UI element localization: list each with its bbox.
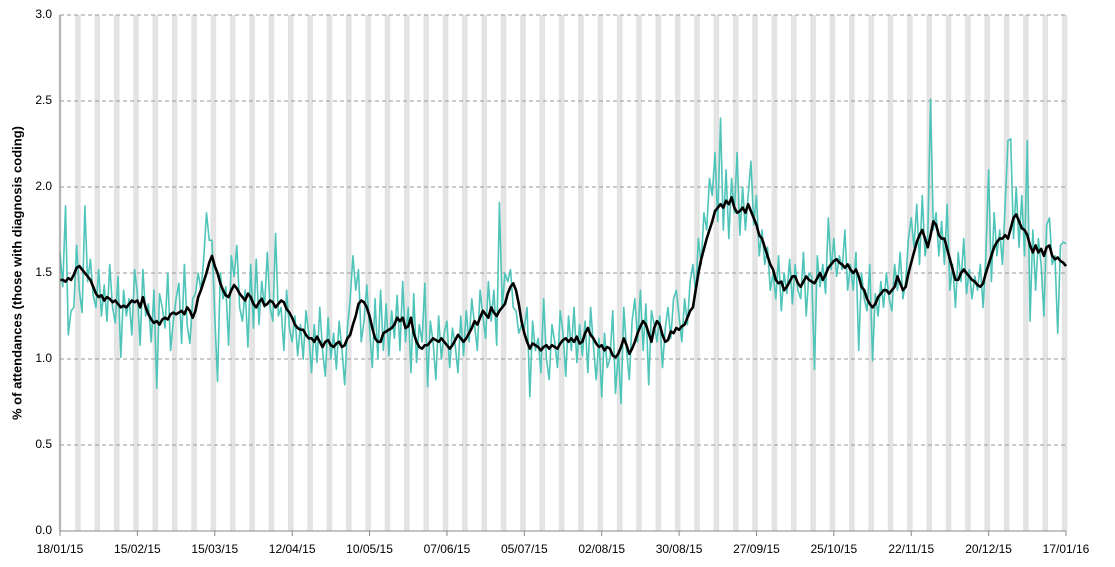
x-tick-label: 02/08/15 — [578, 542, 625, 556]
weekend-band — [252, 15, 255, 531]
weekend-band — [813, 15, 816, 531]
series-line — [60, 196, 1068, 359]
weekend-band — [890, 15, 894, 531]
weekend-band — [597, 15, 601, 531]
weekend-band — [387, 15, 391, 531]
y-tick-label: 0.5 — [35, 437, 52, 451]
plot-lines — [59, 98, 1068, 405]
x-tick-label: 20/12/15 — [965, 542, 1012, 556]
weekend-band — [191, 15, 195, 531]
weekend-band — [791, 15, 794, 531]
weekend-band — [520, 15, 523, 531]
x-tick-label: 12/04/15 — [269, 542, 316, 556]
weekend-band — [735, 15, 739, 531]
x-tick-label: 27/09/15 — [733, 542, 780, 556]
weekend-band — [713, 15, 717, 531]
weekend-band — [1064, 15, 1068, 531]
x-tick-label: 15/03/15 — [191, 542, 238, 556]
weekend-band — [406, 15, 410, 531]
weekend-band — [716, 15, 720, 531]
y-axis-label: % of attendances (those with diagnosis c… — [9, 126, 24, 420]
x-tick-label: 07/06/15 — [424, 542, 471, 556]
x-tick-label: 30/08/15 — [656, 542, 703, 556]
weekend-band — [174, 15, 178, 531]
weekend-band — [210, 15, 214, 531]
weekend-band — [77, 15, 81, 531]
x-tick-label: 05/07/15 — [501, 542, 548, 556]
x-tick-label: 25/10/15 — [810, 542, 857, 556]
weekend-band — [462, 15, 465, 531]
weekend-band — [329, 15, 333, 531]
weekend-band — [384, 15, 388, 531]
weekend-band — [1023, 15, 1026, 531]
weekend-band — [561, 15, 565, 531]
y-tick-label: 3.0 — [35, 7, 52, 21]
y-tick-label: 1.5 — [35, 265, 52, 279]
x-tick-label: 22/11/15 — [888, 542, 934, 556]
weekend-band — [658, 15, 662, 531]
weekend-band — [849, 15, 852, 531]
weekend-band — [155, 15, 159, 531]
weekend-band — [365, 15, 369, 531]
weekend-band — [539, 15, 543, 531]
y-tick-label: 1.0 — [35, 351, 52, 365]
weekend-band — [909, 15, 913, 531]
weekend-band — [484, 15, 487, 531]
y-tick-label: 0.0 — [35, 523, 52, 537]
weekend-band — [926, 15, 930, 531]
weekend-band — [639, 15, 642, 531]
weekend-band — [288, 15, 291, 531]
x-tick-label: 10/05/15 — [346, 542, 393, 556]
x-tick-label: 17/01/16 — [1043, 542, 1090, 556]
weekend-band — [694, 15, 698, 531]
weekend-band — [580, 15, 584, 531]
x-tick-label: 15/02/15 — [114, 542, 161, 556]
weekend-band — [113, 15, 117, 531]
weekend-band — [442, 15, 446, 531]
weekend-band — [987, 15, 990, 531]
axes: 0.0 0.5 1.0 1.5 2.0 2.5 3.0 18/01/15 15/02/15 15/… — [35, 7, 1089, 556]
weekend-band — [1045, 15, 1049, 531]
weekend-band — [616, 15, 620, 531]
y-tick-label: 2.0 — [35, 179, 52, 193]
x-tick-label: 18/01/15 — [37, 542, 84, 556]
weekend-band — [310, 15, 313, 531]
weekend-band — [945, 15, 949, 531]
y-tick-label: 2.5 — [35, 93, 52, 107]
